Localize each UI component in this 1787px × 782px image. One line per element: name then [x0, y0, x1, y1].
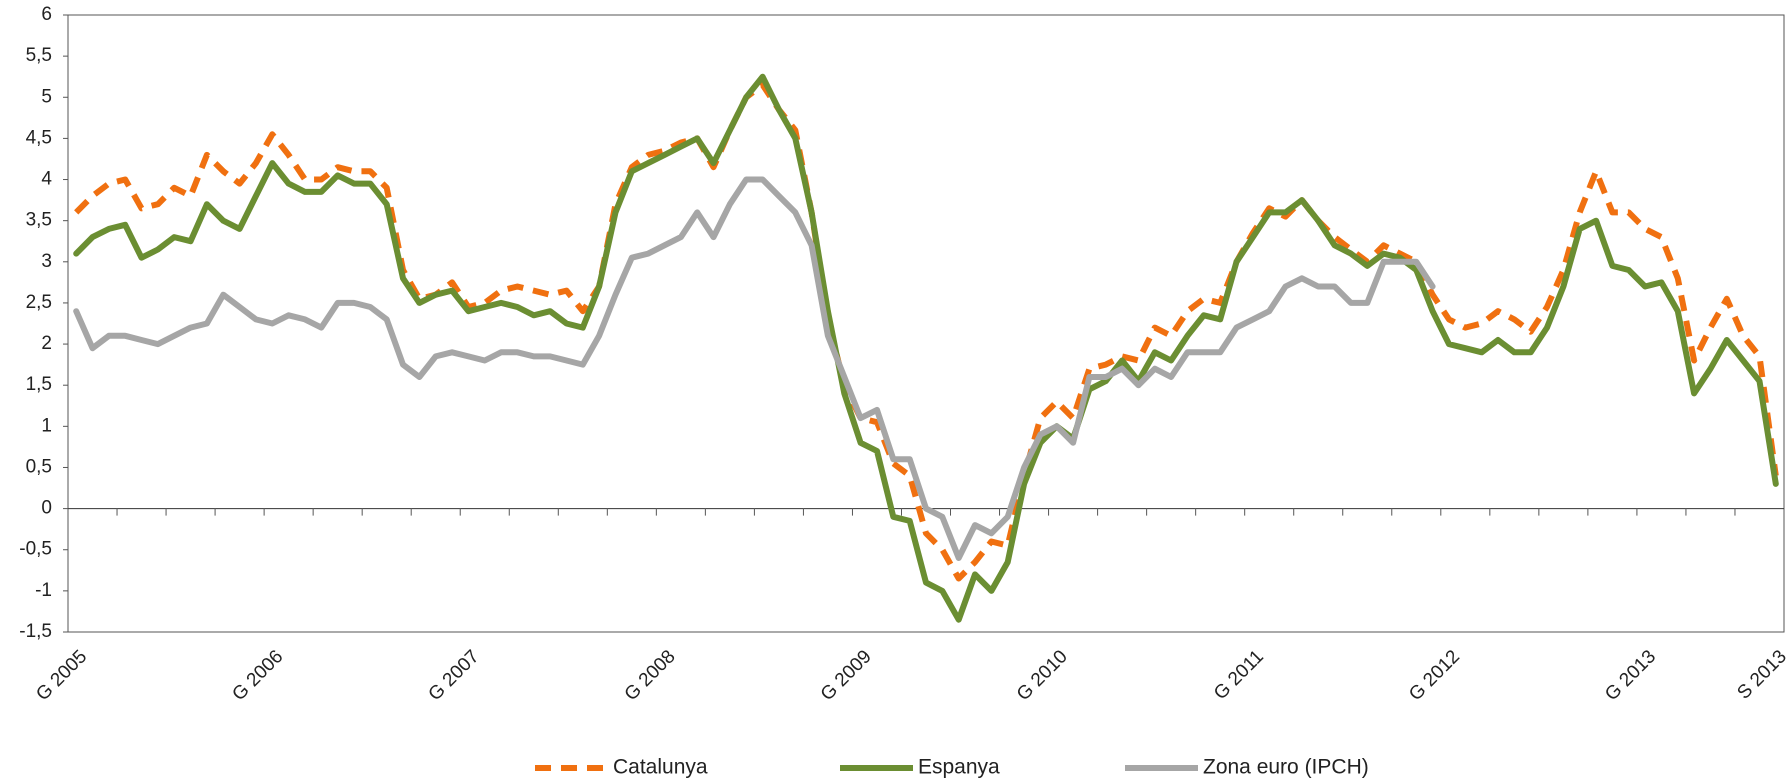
legend-label: Espanya	[918, 756, 1000, 779]
series-line	[73, 73, 1779, 623]
y-tick-label: 4	[41, 169, 52, 190]
x-tick-label: G 2012	[1405, 646, 1464, 705]
y-tick-label: 5	[41, 86, 52, 107]
y-tick-label: -1	[35, 580, 52, 601]
x-tick-label: G 2006	[228, 646, 287, 705]
x-tick-label: G 2010	[1013, 646, 1072, 705]
x-tick-label: G 2007	[425, 646, 484, 705]
y-tick-label: 1	[41, 415, 52, 436]
legend-label: Catalunya	[613, 756, 708, 779]
y-tick-label: 5,5	[26, 45, 52, 66]
plot-frame	[67, 14, 1785, 633]
series-line	[74, 81, 1779, 582]
x-tick-label: G 2008	[621, 646, 680, 705]
y-tick-label: 4,5	[26, 127, 52, 148]
x-tick-label: G 2005	[32, 646, 91, 705]
x-tick-label: S 2013	[1733, 646, 1787, 703]
x-tick-label: G 2013	[1601, 646, 1660, 705]
y-tick-label: 6	[41, 4, 52, 25]
x-tick-label: G 2011	[1210, 646, 1268, 704]
y-tick-label: 3,5	[26, 210, 52, 231]
y-tick-label: 2,5	[26, 292, 52, 313]
y-tick-label: 1,5	[26, 374, 52, 395]
legend-label: Zona euro (IPCH)	[1203, 756, 1369, 779]
y-tick-label: 0	[41, 498, 52, 519]
y-tick-label: 2	[41, 333, 52, 354]
y-tick-label: 0,5	[26, 456, 52, 477]
y-tick-label: 3	[41, 251, 52, 272]
series-line	[73, 176, 1436, 561]
y-tick-label: -0,5	[19, 539, 52, 560]
x-tick-label: G 2009	[817, 646, 876, 705]
y-tick-label: -1,5	[19, 621, 52, 642]
